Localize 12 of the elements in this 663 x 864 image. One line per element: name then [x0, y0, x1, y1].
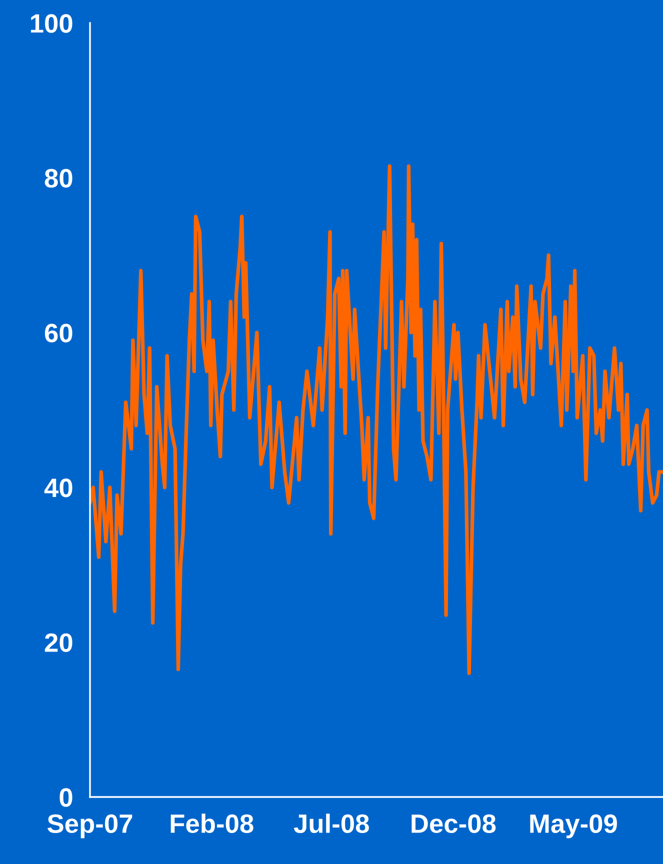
x-tick-label: Dec-08: [412, 814, 496, 834]
y-tick-label: 100: [30, 14, 72, 33]
y-tick-label: 80: [44, 168, 72, 188]
x-tick-label: May-09: [530, 814, 617, 838]
y-tick-label: 60: [44, 324, 72, 342]
y-tick-label: 0: [60, 788, 72, 807]
x-tick-label: Feb-08: [170, 814, 254, 834]
x-tick-label: Sep-07: [47, 814, 132, 838]
y-tick-label: 20: [44, 633, 72, 652]
line-series: [90, 164, 663, 675]
x-tick-label: Jul-08: [294, 814, 369, 834]
y-tick-label: 40: [44, 478, 72, 498]
